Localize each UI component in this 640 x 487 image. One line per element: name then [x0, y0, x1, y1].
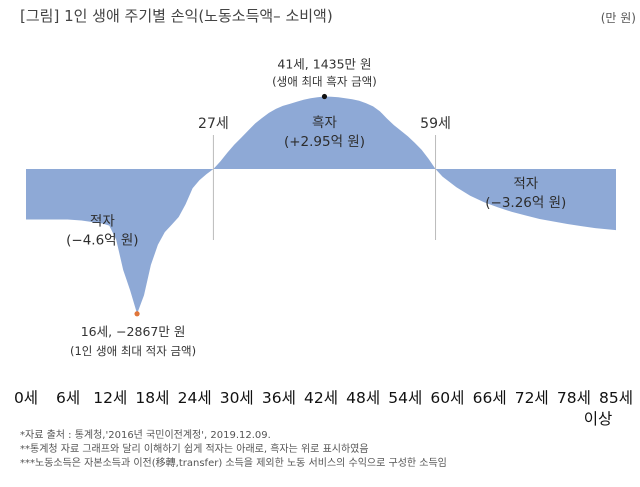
x-tick-label: 78세: [557, 389, 591, 407]
footnote: **통계청 자료 그래프와 달리 이해하기 쉽게 적자는 아래로, 흑자는 위로…: [20, 442, 369, 455]
x-tick-label: 12세: [93, 389, 127, 407]
x-tick-label: 66세: [473, 389, 507, 407]
x-tick-label: 18세: [135, 389, 169, 407]
x-tick-label: 6세: [56, 389, 80, 407]
region-value: (−4.6억 원): [66, 233, 138, 249]
region-title: 흑자: [312, 115, 337, 131]
region-title: 적자: [513, 176, 538, 192]
area-series: [26, 96, 616, 314]
x-tick-label: 60세: [430, 389, 464, 407]
footnotes: *자료 출처 : 통계청,'2016년 국민이전계정', 2019.12.09.…: [20, 429, 447, 469]
region-value: (−3.26억 원): [485, 195, 566, 211]
x-tick-label: 0세: [14, 389, 38, 407]
x-tick-label: 48세: [346, 389, 380, 407]
x-tick-label: 54세: [388, 389, 422, 407]
footnote: *자료 출처 : 통계청,'2016년 국민이전계정', 2019.12.09.: [20, 429, 271, 441]
x-axis-ticks: 0세 6세 12세 18세 24세 30세 36세 42세 48세 54세 60세 66세 72세 78세…: [14, 389, 633, 428]
x-tick-label: 24세: [178, 389, 212, 407]
region-title: 적자: [90, 214, 115, 230]
annotation-line1: 41세, 1435만 원: [277, 57, 371, 72]
annotation-line1: 16세, −2867만 원: [81, 324, 186, 339]
x-tick-label: 72세: [515, 389, 549, 407]
x-tick-label: 42세: [304, 389, 338, 407]
annotation-line2: (1인 생애 최대 적자 금액): [70, 344, 196, 358]
crossing-label: 27세: [198, 116, 229, 132]
x-tick-label: 이상: [584, 410, 613, 428]
crossing-label: 59세: [420, 116, 451, 132]
region-value: (+2.95억 원): [284, 134, 365, 150]
chart-unit: (만 원): [601, 11, 636, 25]
x-tick-label: 36세: [262, 389, 296, 407]
x-tick-label: 30세: [220, 389, 254, 407]
footnote: ***노동소득은 자본소득과 이전(移轉,transfer) 소득을 제외한 노…: [20, 456, 447, 469]
x-tick-label: 85세: [599, 389, 633, 407]
region-labels: 적자 (−4.6억 원) 흑자 (+2.95억 원) 적자 (−3.26억 원): [66, 115, 566, 248]
max-point: [321, 93, 328, 100]
extreme-annotations: 41세, 1435만 원 (생애 최대 흑자 금액) 16세, −2867만 원 (1…: [70, 57, 377, 358]
crossing-labels: 27세 59세: [198, 116, 451, 132]
min-point: [134, 311, 140, 317]
crossing-dividers: [212, 135, 437, 240]
annotation-line2: (생애 최대 흑자 금액): [272, 75, 377, 89]
chart-title: [그림] 1인 생애 주기별 손익(노동소득액– 소비액): [20, 7, 333, 25]
